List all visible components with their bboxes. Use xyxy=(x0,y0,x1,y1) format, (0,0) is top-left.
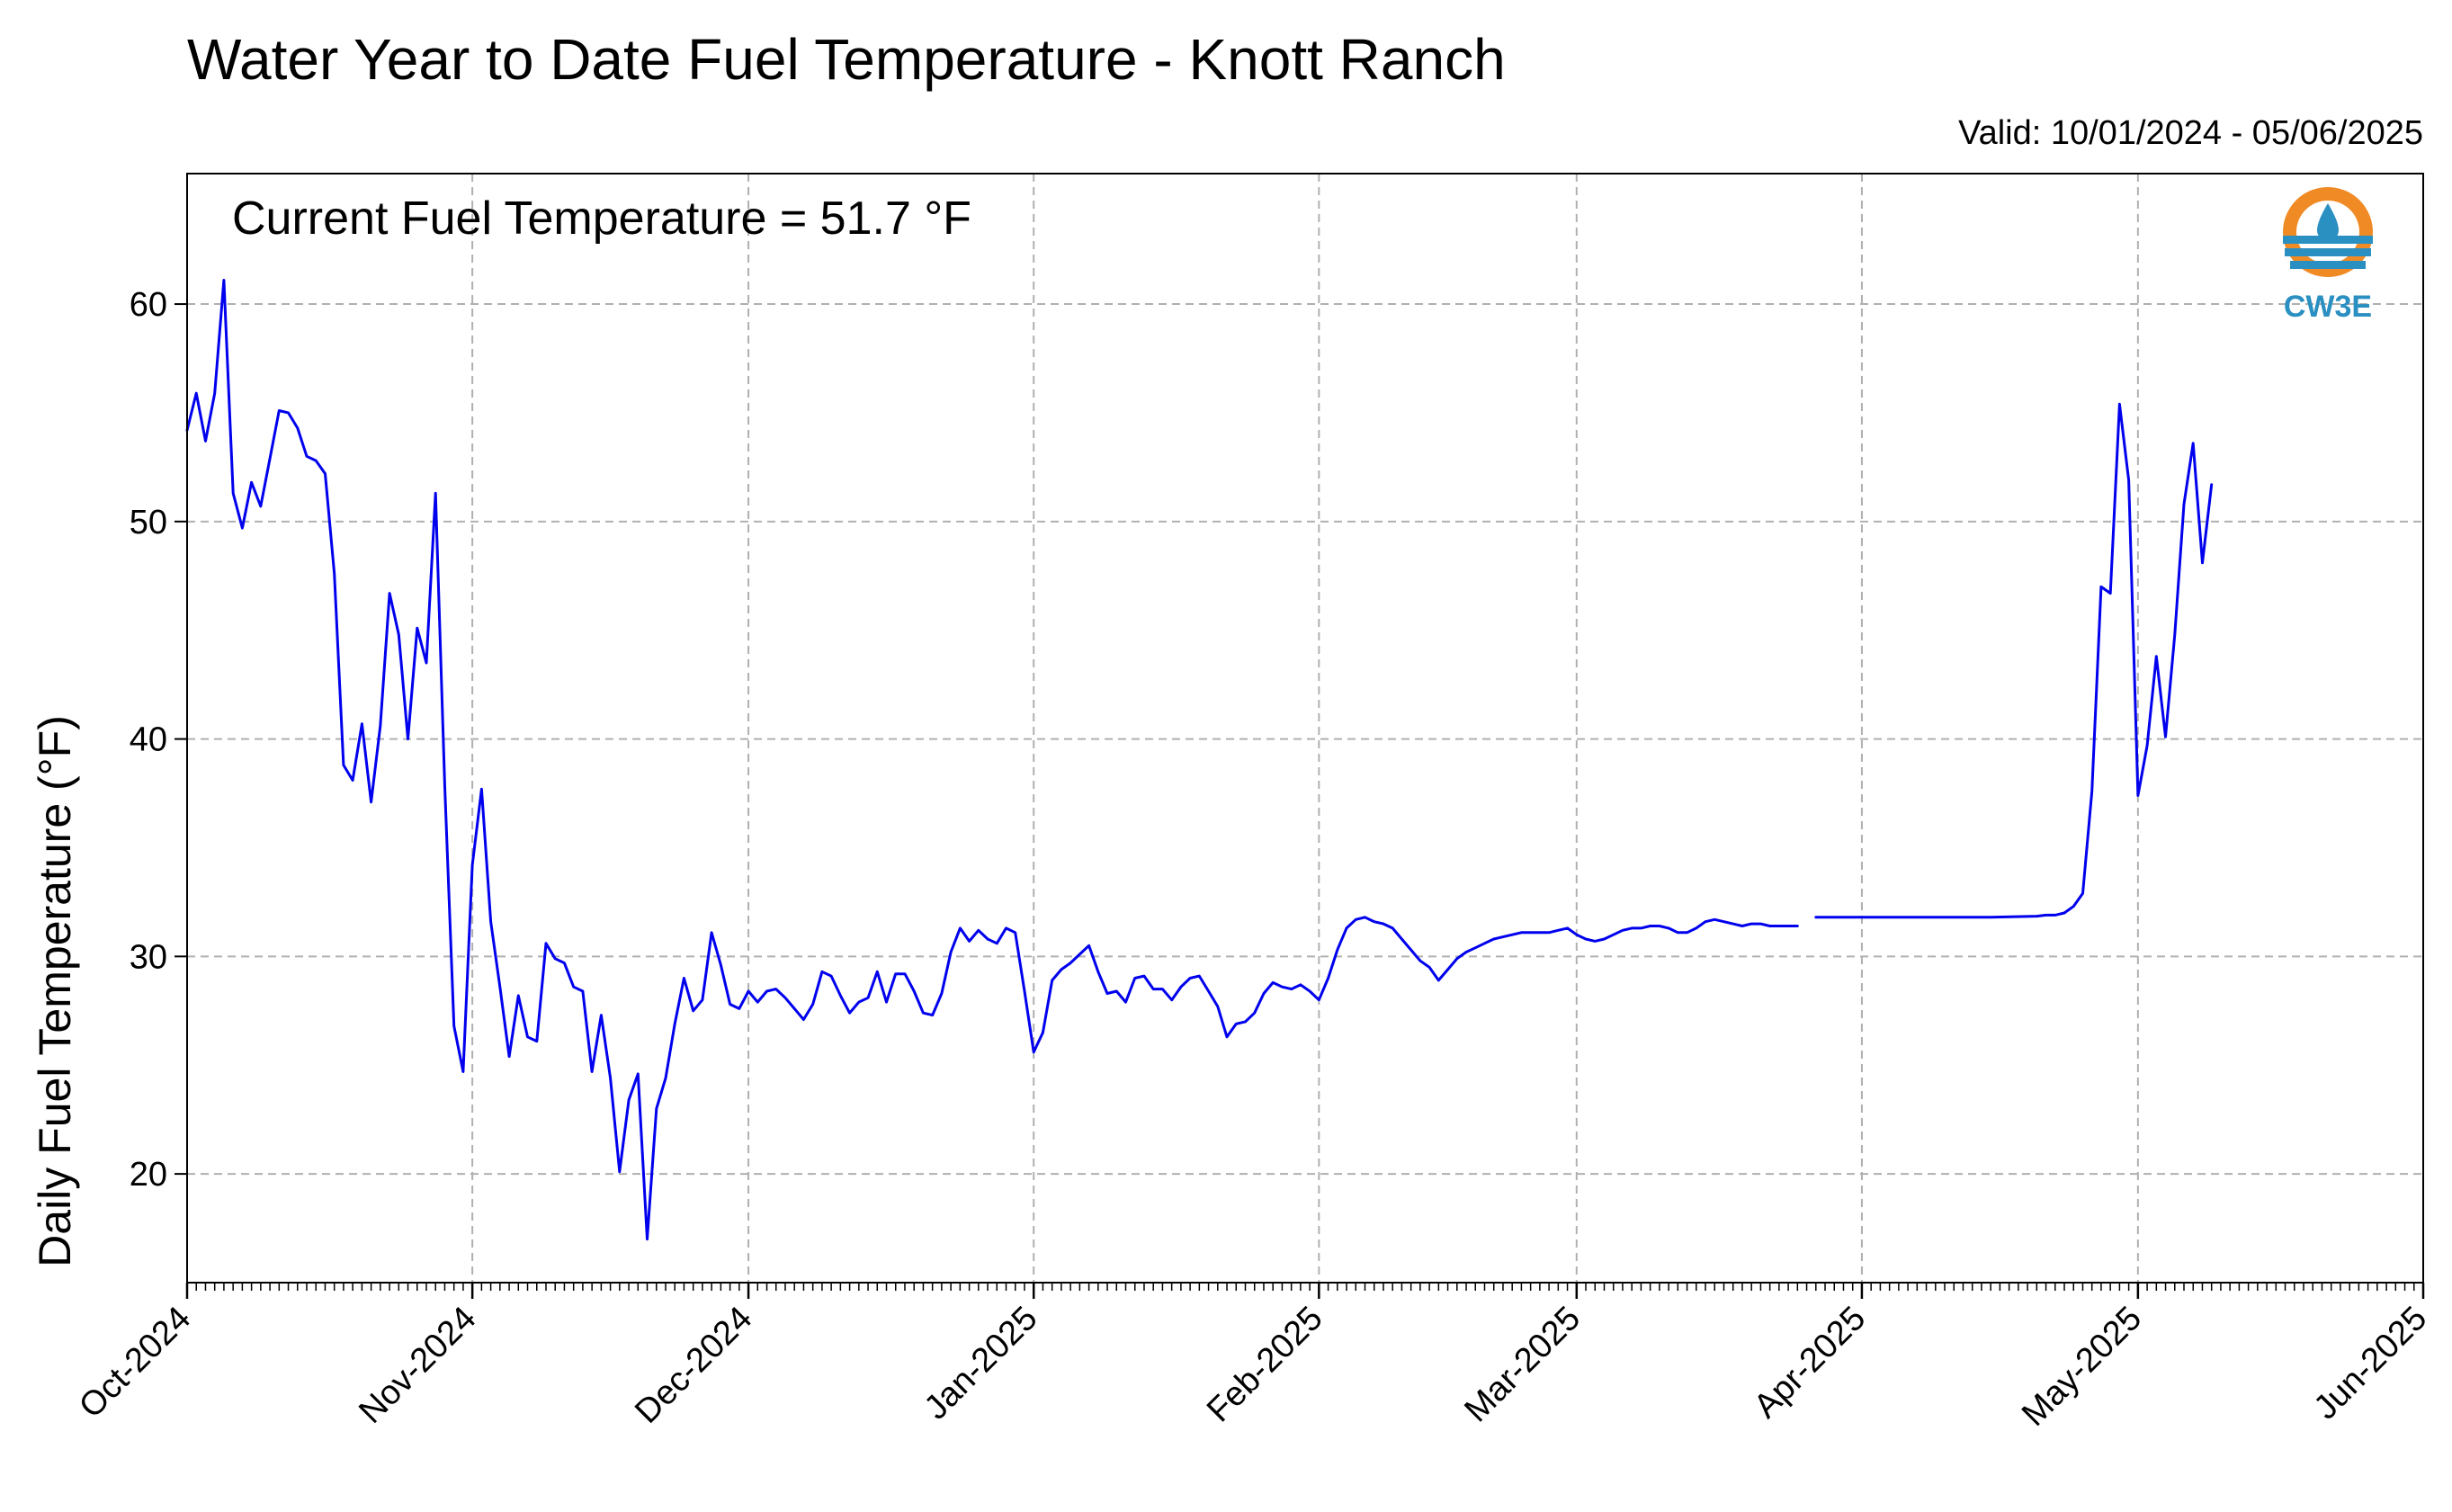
x-tick-label: Jun-2025 xyxy=(2307,1300,2435,1427)
cw3e-logo: CW3E xyxy=(2283,187,2373,324)
y-axis-label: Daily Fuel Temperature (°F) xyxy=(30,715,80,1267)
grid-lines xyxy=(186,174,2424,1283)
y-tick-label: 30 xyxy=(130,938,167,976)
chart-title: Water Year to Date Fuel Temperature - Kn… xyxy=(187,27,1506,92)
y-tick-label: 50 xyxy=(130,504,167,541)
x-tick-label: Nov-2024 xyxy=(352,1300,483,1431)
x-tick-label: Feb-2025 xyxy=(1200,1300,1330,1430)
water-drop-icon xyxy=(2317,203,2339,241)
series-line-segment xyxy=(1814,402,2214,919)
x-tick-label: Oct-2024 xyxy=(72,1300,198,1426)
plot-area xyxy=(186,173,2424,1284)
logo-wave-3 xyxy=(2290,261,2366,269)
fuel-temperature-series xyxy=(185,279,2214,1241)
x-tick-label: Dec-2024 xyxy=(628,1300,759,1431)
x-tick-label: Apr-2025 xyxy=(1747,1300,1873,1426)
x-tick-label: Jan-2025 xyxy=(917,1300,1045,1427)
logo-wave-2 xyxy=(2285,248,2371,256)
x-tick-label: Mar-2025 xyxy=(1457,1300,1588,1430)
y-tick-label: 40 xyxy=(130,721,167,759)
y-tick-label: 60 xyxy=(130,286,167,324)
logo-text: CW3E xyxy=(2284,290,2372,324)
y-tick-label: 20 xyxy=(130,1156,167,1194)
x-axis: Oct-2024 Nov-2024 Dec-2024 Jan-2025 Feb-2025… xyxy=(72,1283,2434,1434)
valid-date-range: Valid: 10/01/2024 - 05/06/2025 xyxy=(1958,114,2423,152)
current-temperature-annotation: Current Fuel Temperature = 51.7 °F xyxy=(232,192,971,245)
y-axis: 20 30 40 50 60 xyxy=(130,286,187,1194)
series-line-segment xyxy=(185,279,1799,1241)
x-tick-label: May-2025 xyxy=(2015,1300,2149,1434)
